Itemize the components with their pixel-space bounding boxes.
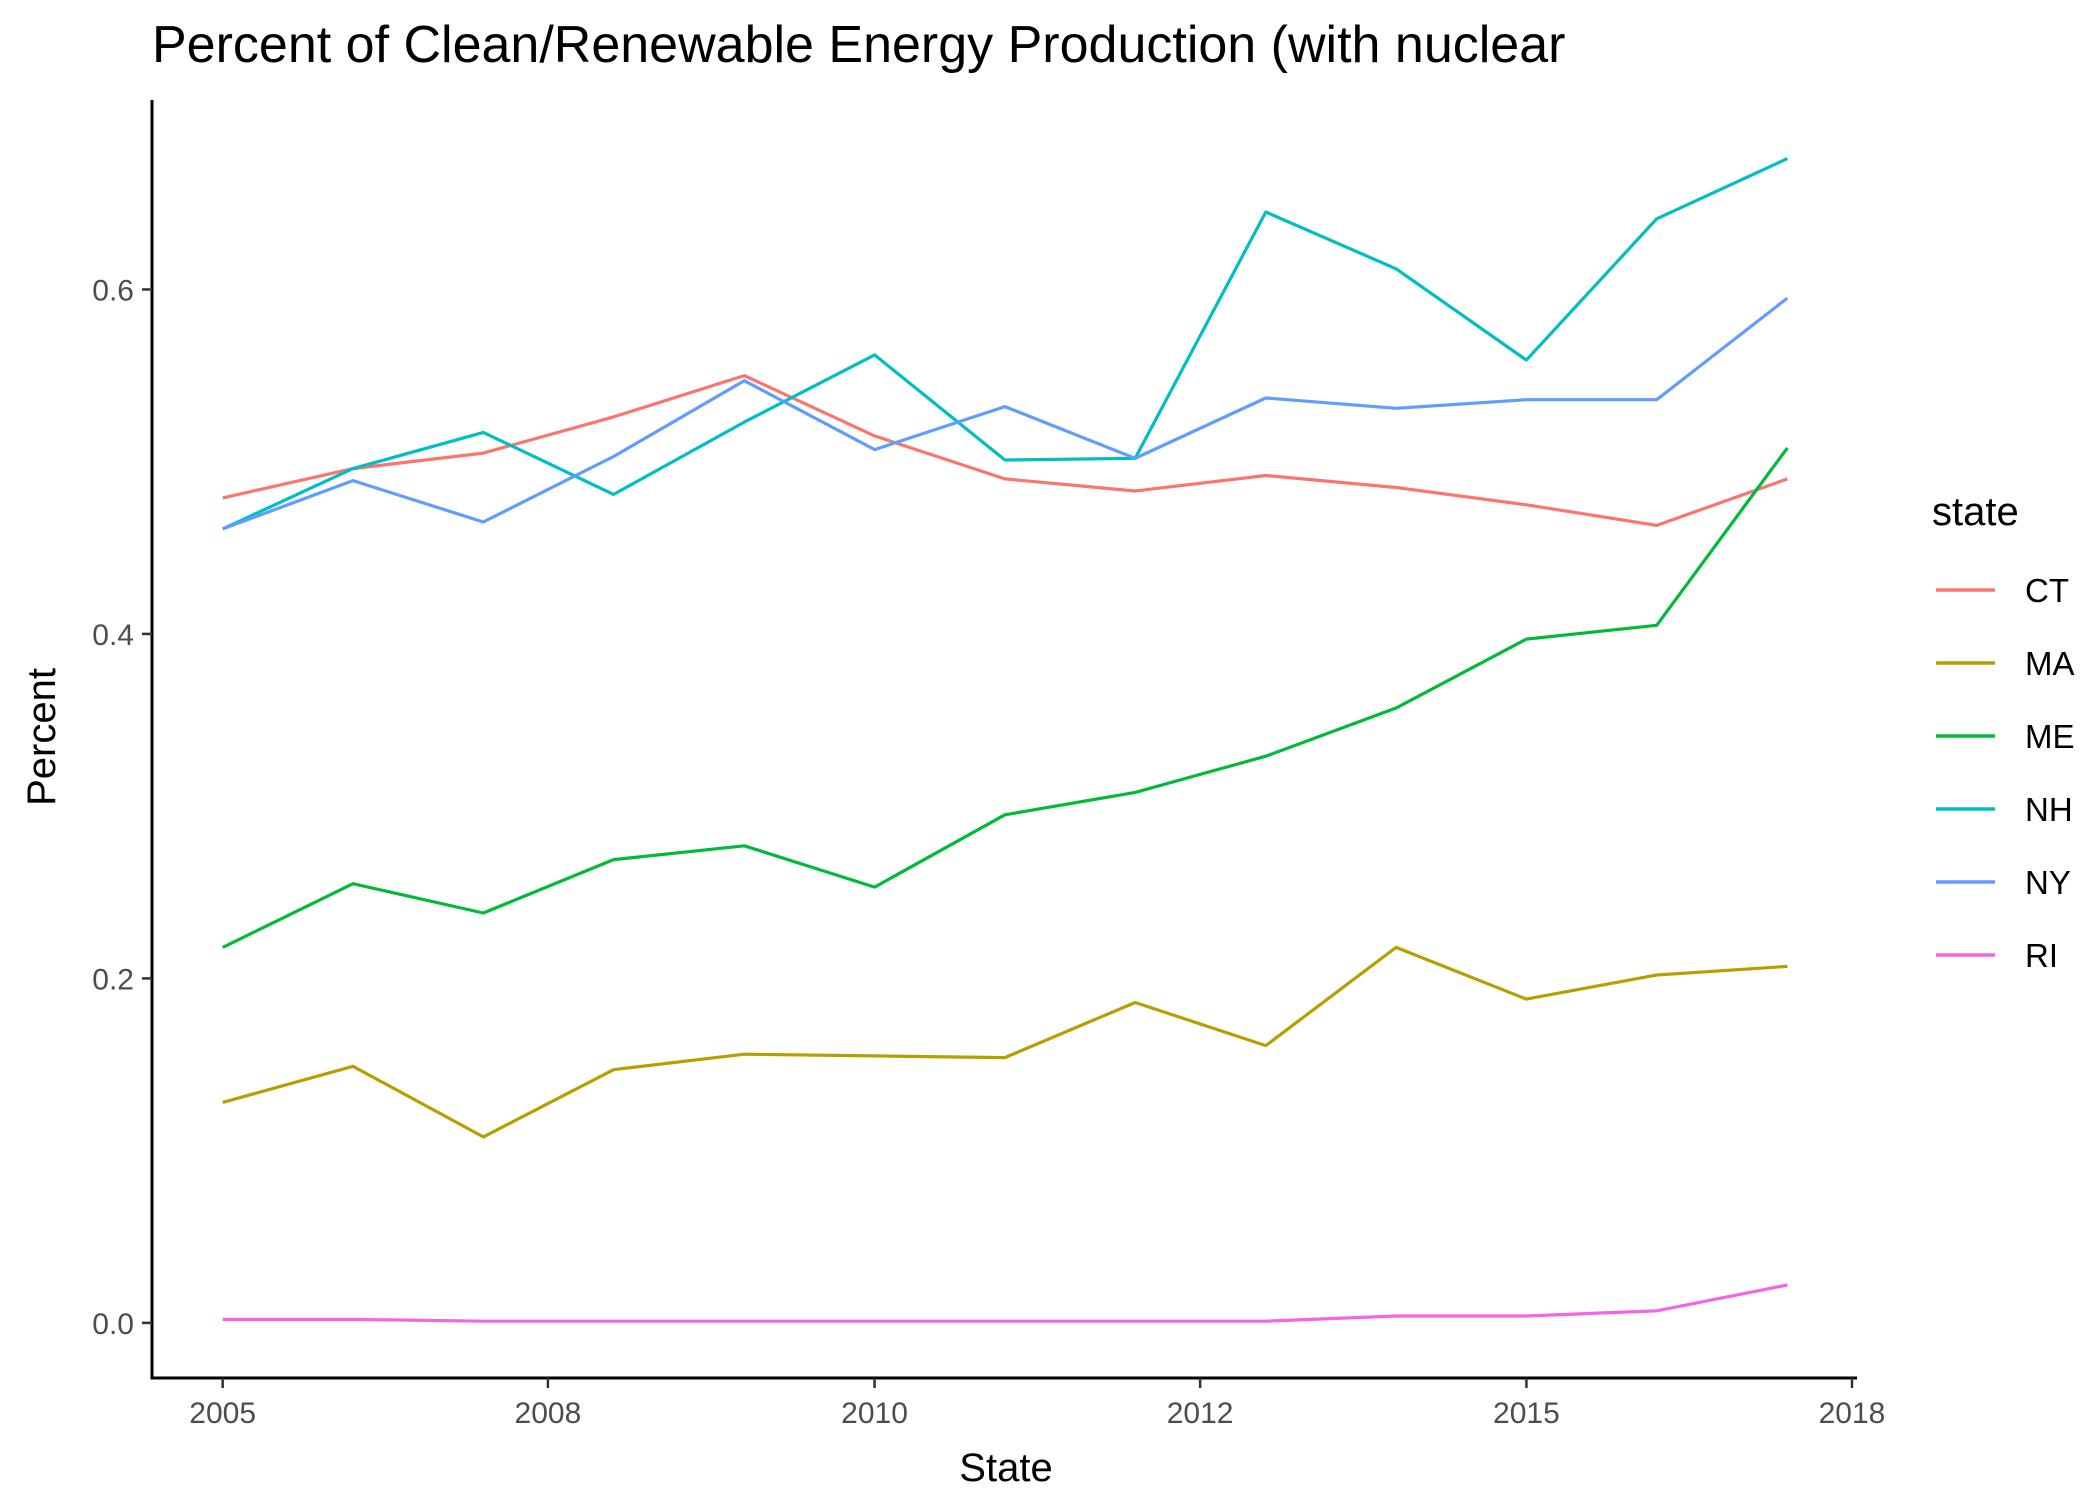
x-tick-label: 2012 — [1167, 1397, 1234, 1430]
x-tick-label: 2008 — [515, 1397, 582, 1430]
x-tick-label: 2015 — [1493, 1397, 1560, 1430]
x-tick-label: 2005 — [189, 1397, 256, 1430]
axes: 0.0 0.2 0.4 0.6 2005 2008 2010 2012 2015 2018 — [92, 100, 1885, 1430]
y-tick-label: 0.4 — [92, 619, 134, 652]
legend: state CT MA ME NH NY RI — [1932, 490, 2075, 974]
x-tick-label: 2018 — [1819, 1397, 1886, 1430]
y-tick-label: 0.6 — [92, 274, 134, 307]
chart-title: Percent of Clean/Renewable Energy Produc… — [152, 16, 1565, 74]
series-line-ri — [222, 1283, 1788, 1323]
series-line-nh — [222, 157, 1789, 531]
legend-label: ME — [2025, 718, 2075, 755]
series-line-me — [221, 446, 1789, 949]
series-line-ny — [222, 296, 1789, 531]
legend-label: CT — [2025, 572, 2069, 609]
series-line-ma — [222, 945, 1788, 1139]
legend-label: NH — [2025, 791, 2073, 828]
legend-title: state — [1932, 490, 2019, 534]
legend-label: NY — [2025, 864, 2071, 901]
y-tick-label: 0.0 — [92, 1308, 134, 1341]
y-axis-title: Percent — [20, 668, 64, 806]
y-tick-label: 0.2 — [92, 963, 134, 996]
x-tick-label: 2010 — [841, 1397, 908, 1430]
series-lines — [221, 157, 1789, 1323]
x-axis-title: State — [959, 1446, 1052, 1490]
series-line-ct — [222, 374, 1788, 528]
legend-label: MA — [2025, 645, 2075, 682]
legend-label: RI — [2025, 937, 2058, 974]
